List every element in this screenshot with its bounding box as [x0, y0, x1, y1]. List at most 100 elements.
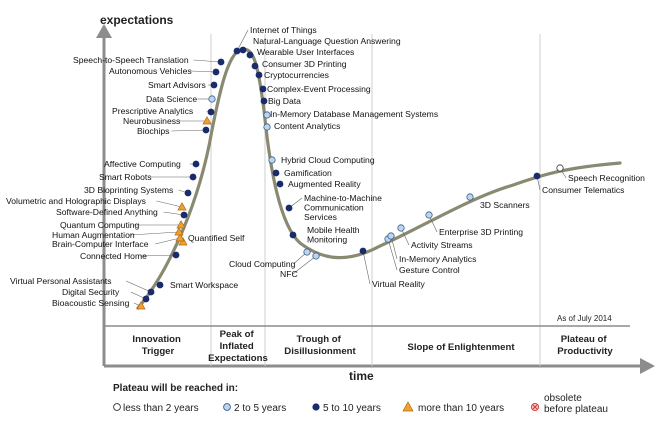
- navy-circle-icon: [251, 62, 259, 70]
- tech-label-autonomous-vehicles: Autonomous Vehicles: [109, 66, 192, 76]
- tech-label-content-analytics: Content Analytics: [274, 121, 340, 131]
- technology-markers: [136, 46, 564, 310]
- legend: Plateau will be reached in: less than 2 …: [113, 383, 608, 415]
- tech-label-connected-home: Connected Home: [80, 251, 147, 261]
- lightblue-circle-icon: [397, 224, 405, 232]
- tech-label-3d-scanners: 3D Scanners: [480, 200, 530, 210]
- leader-line-gesture-control: [387, 238, 398, 271]
- leader-line-connected-home: [140, 254, 177, 257]
- navy-circle-icon: [189, 173, 197, 181]
- navy-circle-icon: [184, 189, 192, 197]
- phase-peak: Peak of Inflated Expectations: [208, 329, 268, 364]
- tech-label-3d-bioprinting-systems: 3D Bioprinting Systems: [84, 185, 173, 195]
- tech-label-neurobusiness: Neurobusiness: [123, 116, 180, 126]
- navy-circle-icon: [259, 85, 267, 93]
- tech-label-consumer-3d-printing: Consumer 3D Printing: [262, 59, 347, 69]
- navy-circle-icon: [276, 180, 284, 188]
- y-axis-title: expectations: [100, 13, 174, 27]
- legend-item-5-to-10: 5 to 10 years: [312, 403, 381, 414]
- leader-lines: [125, 29, 567, 307]
- orange-triangle-icon: [402, 401, 414, 412]
- tech-label-internet-of-things: Internet of Things: [250, 25, 317, 35]
- y-axis-arrow-icon: [96, 24, 112, 38]
- white-circle-icon: [113, 403, 121, 411]
- lightblue-circle-icon: [263, 111, 271, 119]
- orange-triangle-icon: [136, 301, 146, 310]
- tech-label-cloud-computing: Cloud Computing: [229, 259, 296, 269]
- leader-line-virtual-reality: [362, 250, 371, 285]
- legend-label: obsolete before plateau: [544, 393, 608, 415]
- navy-circle-icon: [289, 231, 297, 239]
- tech-label-natural-language-question-answering: Natural-Language Question Answering: [253, 36, 401, 46]
- tech-label-consumer-telematics: Consumer Telematics: [542, 185, 624, 195]
- tech-label-speech-recognition: Speech Recognition: [568, 173, 645, 183]
- navy-circle-icon: [255, 71, 263, 79]
- navy-circle-icon: [207, 108, 215, 116]
- tech-label-virtual-reality: Virtual Reality: [372, 279, 426, 289]
- tech-label-smart-advisors: Smart Advisors: [148, 80, 206, 90]
- tech-label-big-data: Big Data: [268, 96, 301, 106]
- tech-label-speech-to-speech-translation: Speech-to-Speech Translation: [73, 55, 189, 65]
- navy-circle-icon: [359, 247, 367, 255]
- tech-label-in-memory-database-management-systems: In-Memory Database Management Systems: [270, 109, 438, 119]
- leader-line-brain-computer-interface: [155, 237, 181, 245]
- tech-label-complex-event-processing: Complex-Event Processing: [267, 84, 371, 94]
- navy-circle-icon: [272, 169, 280, 177]
- lightblue-circle-icon: [268, 156, 276, 164]
- phase-trough: Trough of Disillusionment: [284, 334, 356, 357]
- legend-label: more than 10 years: [418, 403, 504, 414]
- tech-label-in-memory-analytics: In-Memory Analytics: [399, 254, 476, 264]
- leader-line-virtual-personal-assistants: [125, 280, 152, 293]
- tech-label-hybrid-cloud-computing: Hybrid Cloud Computing: [281, 155, 375, 165]
- navy-circle-icon: [260, 97, 268, 105]
- x-axis-title: time: [349, 369, 374, 383]
- legend-label: 5 to 10 years: [323, 403, 381, 414]
- navy-circle-icon: [172, 251, 180, 259]
- leader-line-biochips: [171, 129, 207, 132]
- tech-label-biochips: Biochips: [137, 126, 169, 136]
- lightblue-circle-icon: [208, 95, 216, 103]
- legend-item-less-than-2: less than 2 years: [113, 403, 199, 414]
- lightblue-circle-icon: [303, 248, 311, 256]
- legend-item-2-to-5: 2 to 5 years: [223, 403, 286, 414]
- navy-circle-icon: [192, 160, 200, 168]
- navy-circle-icon: [233, 47, 241, 55]
- tech-label-quantified-self: Quantified Self: [188, 233, 245, 243]
- orange-triangle-icon: [177, 202, 187, 211]
- tech-label-prescriptive-analytics: Prescriptive Analytics: [112, 106, 193, 116]
- lightblue-circle-icon: [425, 211, 433, 219]
- orange-triangle-icon: [202, 116, 212, 125]
- lightblue-circle-icon: [466, 193, 474, 201]
- leader-line-autonomous-vehicles: [190, 70, 217, 73]
- legend-item-more-than-10: more than 10 years: [402, 401, 504, 414]
- leader-line-volumetric-and-holographic-displays: [156, 200, 183, 208]
- navy-circle-icon: [217, 58, 225, 66]
- navy-circle-icon: [239, 46, 247, 54]
- leader-line-nfc: [292, 255, 317, 275]
- navy-circle-icon: [285, 204, 293, 212]
- orange-triangle-icon: [178, 237, 188, 246]
- leader-line-internet-of-things: [236, 29, 249, 52]
- tech-label-cryptocurrencies: Cryptocurrencies: [264, 70, 329, 80]
- navy-circle-icon: [156, 281, 164, 289]
- tech-label-data-science: Data Science: [146, 94, 197, 104]
- navy-circle-icon: [142, 295, 150, 303]
- legend-title: Plateau will be reached in:: [113, 383, 238, 394]
- leader-line-software-defined-anything: [163, 211, 185, 216]
- navy-circle-icon: [210, 81, 218, 89]
- as-of-note: As of July 2014: [557, 314, 612, 323]
- phase-slope: Slope of Enlightenment: [407, 342, 515, 353]
- tech-label-augmented-reality: Augmented Reality: [288, 179, 361, 189]
- tech-label-bioacoustic-sensing: Bioacoustic Sensing: [52, 298, 130, 308]
- orange-triangle-icon: [175, 233, 185, 242]
- tech-label-software-defined-anything: Software-Defined Anything: [56, 207, 158, 217]
- orange-triangle-icon: [174, 227, 184, 236]
- navy-circle-icon: [533, 172, 541, 180]
- tech-label-quantum-computing: Quantum Computing: [60, 220, 140, 230]
- legend-label: less than 2 years: [123, 403, 199, 414]
- lightblue-circle-icon: [223, 403, 231, 411]
- axes: expectations time: [96, 13, 655, 383]
- hype-curve: [136, 47, 622, 310]
